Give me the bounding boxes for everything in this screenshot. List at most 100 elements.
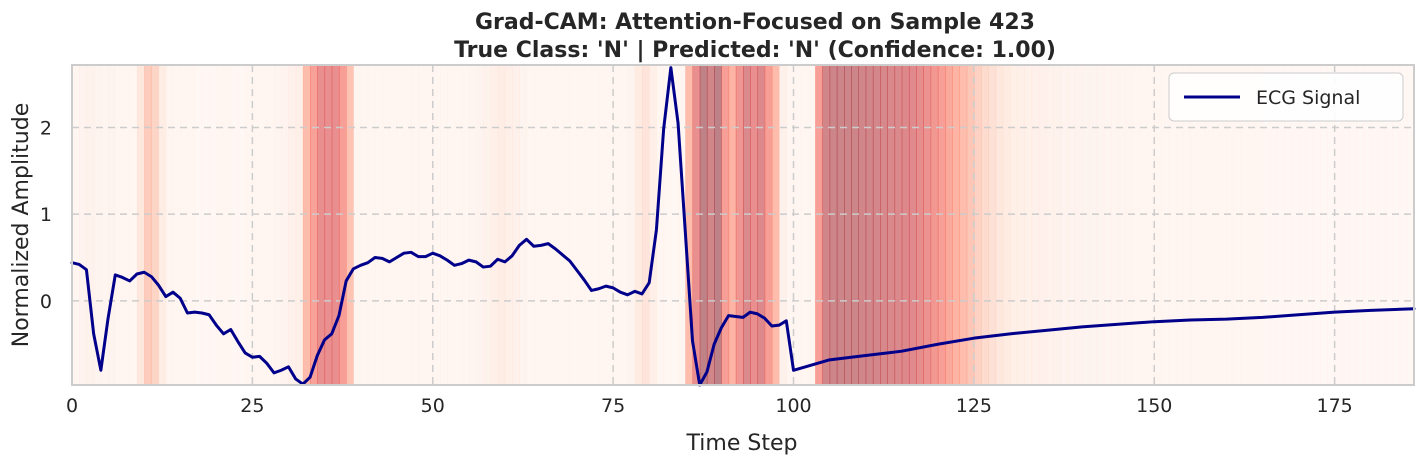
heatmap-cell [461,65,470,385]
heatmap-cell [338,65,347,385]
heatmap-cell [598,65,607,385]
heatmap-cell [1154,65,1163,385]
heatmap-cell [1305,65,1314,385]
heatmap-cell [620,65,629,385]
heatmap-cell [1334,65,1343,385]
heatmap-cell [201,65,210,385]
heatmap-cell [822,65,831,385]
heatmap-cell [894,65,903,385]
heatmap-cell [497,65,506,385]
heatmap-cell [771,65,780,385]
heatmap-cell [490,65,499,385]
heatmap-cell [627,65,636,385]
heatmap-cell [908,65,917,385]
heatmap-cell [945,65,953,385]
heatmap-cell [1284,65,1292,385]
heatmap-cell [411,65,419,385]
heatmap-cell [1147,65,1155,385]
heatmap-cell [815,65,823,385]
heatmap-cell [584,65,593,385]
heatmap-cell [807,65,816,385]
heatmap-cell [266,65,275,385]
heatmap-cell [223,65,232,385]
heatmap-cell [512,65,520,385]
heatmap-cell [887,65,896,385]
heatmap-cell [1363,65,1372,385]
x-tick-label: 25 [240,395,264,417]
heatmap-cell [750,65,759,385]
heatmap-cell [714,65,722,385]
heatmap-cell [295,65,304,385]
heatmap-cell [555,65,564,385]
heatmap-cell [699,65,708,385]
y-tick-label: 2 [40,117,52,139]
heatmap-cell [1385,65,1393,385]
heatmap-cell [678,65,686,385]
heatmap-cell [1046,65,1054,385]
heatmap-cell [1298,65,1307,385]
heatmap-cell [1262,65,1271,385]
heatmap-cell [641,65,650,385]
heatmap-cell [1118,65,1126,385]
heatmap-cell [317,65,326,385]
heatmap-cell [1031,65,1040,385]
heatmap-cell [901,65,910,385]
heatmap-cell [649,65,658,385]
heatmap-cell [274,65,282,385]
heatmap-cell [382,65,391,385]
heatmap-cell [1406,65,1415,385]
heatmap-cell [1183,65,1191,385]
heatmap-cell [454,65,463,385]
heatmap-cell [634,65,643,385]
heatmap-cell [425,65,434,385]
heatmap-cell [1060,65,1069,385]
heatmap-cell [86,65,95,385]
heatmap-cell [1226,65,1235,385]
heatmap-cell [1312,65,1321,385]
heatmap-cell [108,65,116,385]
series-group [70,66,1416,387]
heatmap-cell [764,65,773,385]
heatmap-cell [324,65,333,385]
heatmap-cell [757,65,766,385]
heatmap-cell [281,65,290,385]
heatmap-cell [851,65,860,385]
heatmap-cell [656,65,665,385]
heatmap-cell [1110,65,1119,385]
heatmap-cell [447,65,455,385]
heatmap-cell [1269,65,1278,385]
heatmap-cell [1096,65,1105,385]
x-axis-label: Time Step [686,431,798,456]
chart-title-line-2: True Class: 'N' | Predicted: 'N' (Confid… [454,38,1056,63]
heatmap-cell [916,65,924,385]
heatmap-cell [396,65,405,385]
heatmap-cell [403,65,412,385]
heatmap-cell [562,65,571,385]
heatmap-cell [483,65,492,385]
heatmap-cell [728,65,737,385]
heatmap-cell [1291,65,1300,385]
heatmap-cell [122,65,131,385]
heatmap-cell [151,65,160,385]
heatmap-cell [880,65,888,385]
plot-frame [71,64,1415,386]
heatmap-cell [418,65,427,385]
x-tick-label: 75 [601,395,625,417]
heatmap-cell [858,65,867,385]
series-line-ecg-signal [70,66,1416,387]
heatmap-cell [180,65,189,385]
legend: ECG Signal [1168,72,1404,122]
heatmap-cell [79,65,88,385]
heatmap-cell [743,65,751,385]
heatmap-cell [670,65,679,385]
heatmap-cell [1038,65,1047,385]
chart-title-line-1: Grad-CAM: Attention-Focused on Sample 42… [475,10,1035,35]
heatmap-cell [1067,65,1076,385]
heatmap-cell [865,65,874,385]
heatmap-cell [988,65,997,385]
heatmap-cell [577,65,585,385]
heatmap-cell [793,65,802,385]
heatmap-cell [1399,65,1408,385]
heatmap-cell [245,65,253,385]
heatmap-cell [331,65,340,385]
